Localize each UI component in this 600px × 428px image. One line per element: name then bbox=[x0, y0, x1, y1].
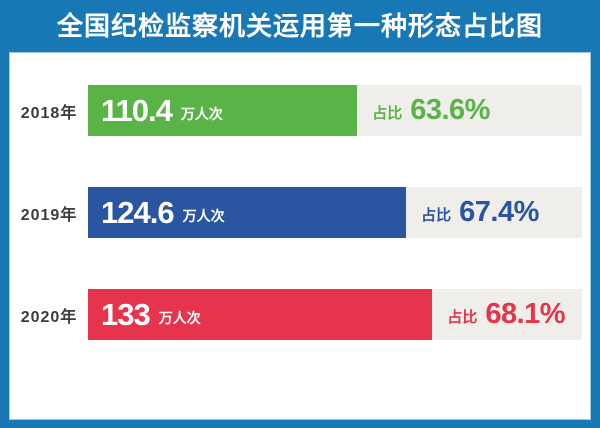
bar-track: 110.4 万人次 占比 63.6% bbox=[88, 85, 582, 136]
value-bar: 110.4 万人次 bbox=[88, 85, 358, 136]
year-label: 2020年 bbox=[20, 308, 78, 326]
value-unit: 万人次 bbox=[182, 207, 225, 224]
page-title: 全国纪检监察机关运用第一种形态占比图 bbox=[56, 11, 543, 41]
bar-track: 124.6 万人次 占比 67.4% bbox=[88, 187, 582, 238]
value-bar: 124.6 万人次 bbox=[88, 187, 407, 238]
year-label: 2018年 bbox=[20, 104, 78, 122]
share-value: 67.4% bbox=[459, 196, 539, 228]
share-label: 占比 67.4% bbox=[421, 198, 539, 227]
bar-track: 133 万人次 占比 68.1% bbox=[88, 289, 582, 340]
value-unit: 万人次 bbox=[158, 309, 201, 326]
share-value: 63.6% bbox=[410, 94, 490, 126]
chart-row-2018: 2018年 110.4 万人次 占比 63.6% bbox=[10, 85, 590, 136]
value-number: 110.4 bbox=[101, 93, 173, 128]
share-value: 68.1% bbox=[485, 298, 566, 330]
value-bar: 133 万人次 bbox=[88, 289, 433, 340]
share-label: 占比 63.6% bbox=[372, 96, 490, 125]
chart-row-2020: 2020年 133 万人次 占比 68.1% bbox=[10, 289, 590, 340]
chart-row-2019: 2019年 124.6 万人次 占比 67.4% bbox=[10, 187, 590, 238]
chart-panel: 2018年 110.4 万人次 占比 63.6% 2019年 124.6 万人次 bbox=[9, 52, 591, 420]
share-prefix: 占比 bbox=[372, 104, 403, 122]
share-label: 占比 68.1% bbox=[447, 300, 565, 329]
year-label: 2019年 bbox=[20, 206, 78, 224]
share-prefix: 占比 bbox=[447, 308, 478, 326]
value-unit: 万人次 bbox=[180, 105, 223, 122]
share-prefix: 占比 bbox=[421, 206, 452, 224]
value-number: 133 bbox=[101, 297, 151, 332]
value-number: 124.6 bbox=[101, 195, 175, 230]
